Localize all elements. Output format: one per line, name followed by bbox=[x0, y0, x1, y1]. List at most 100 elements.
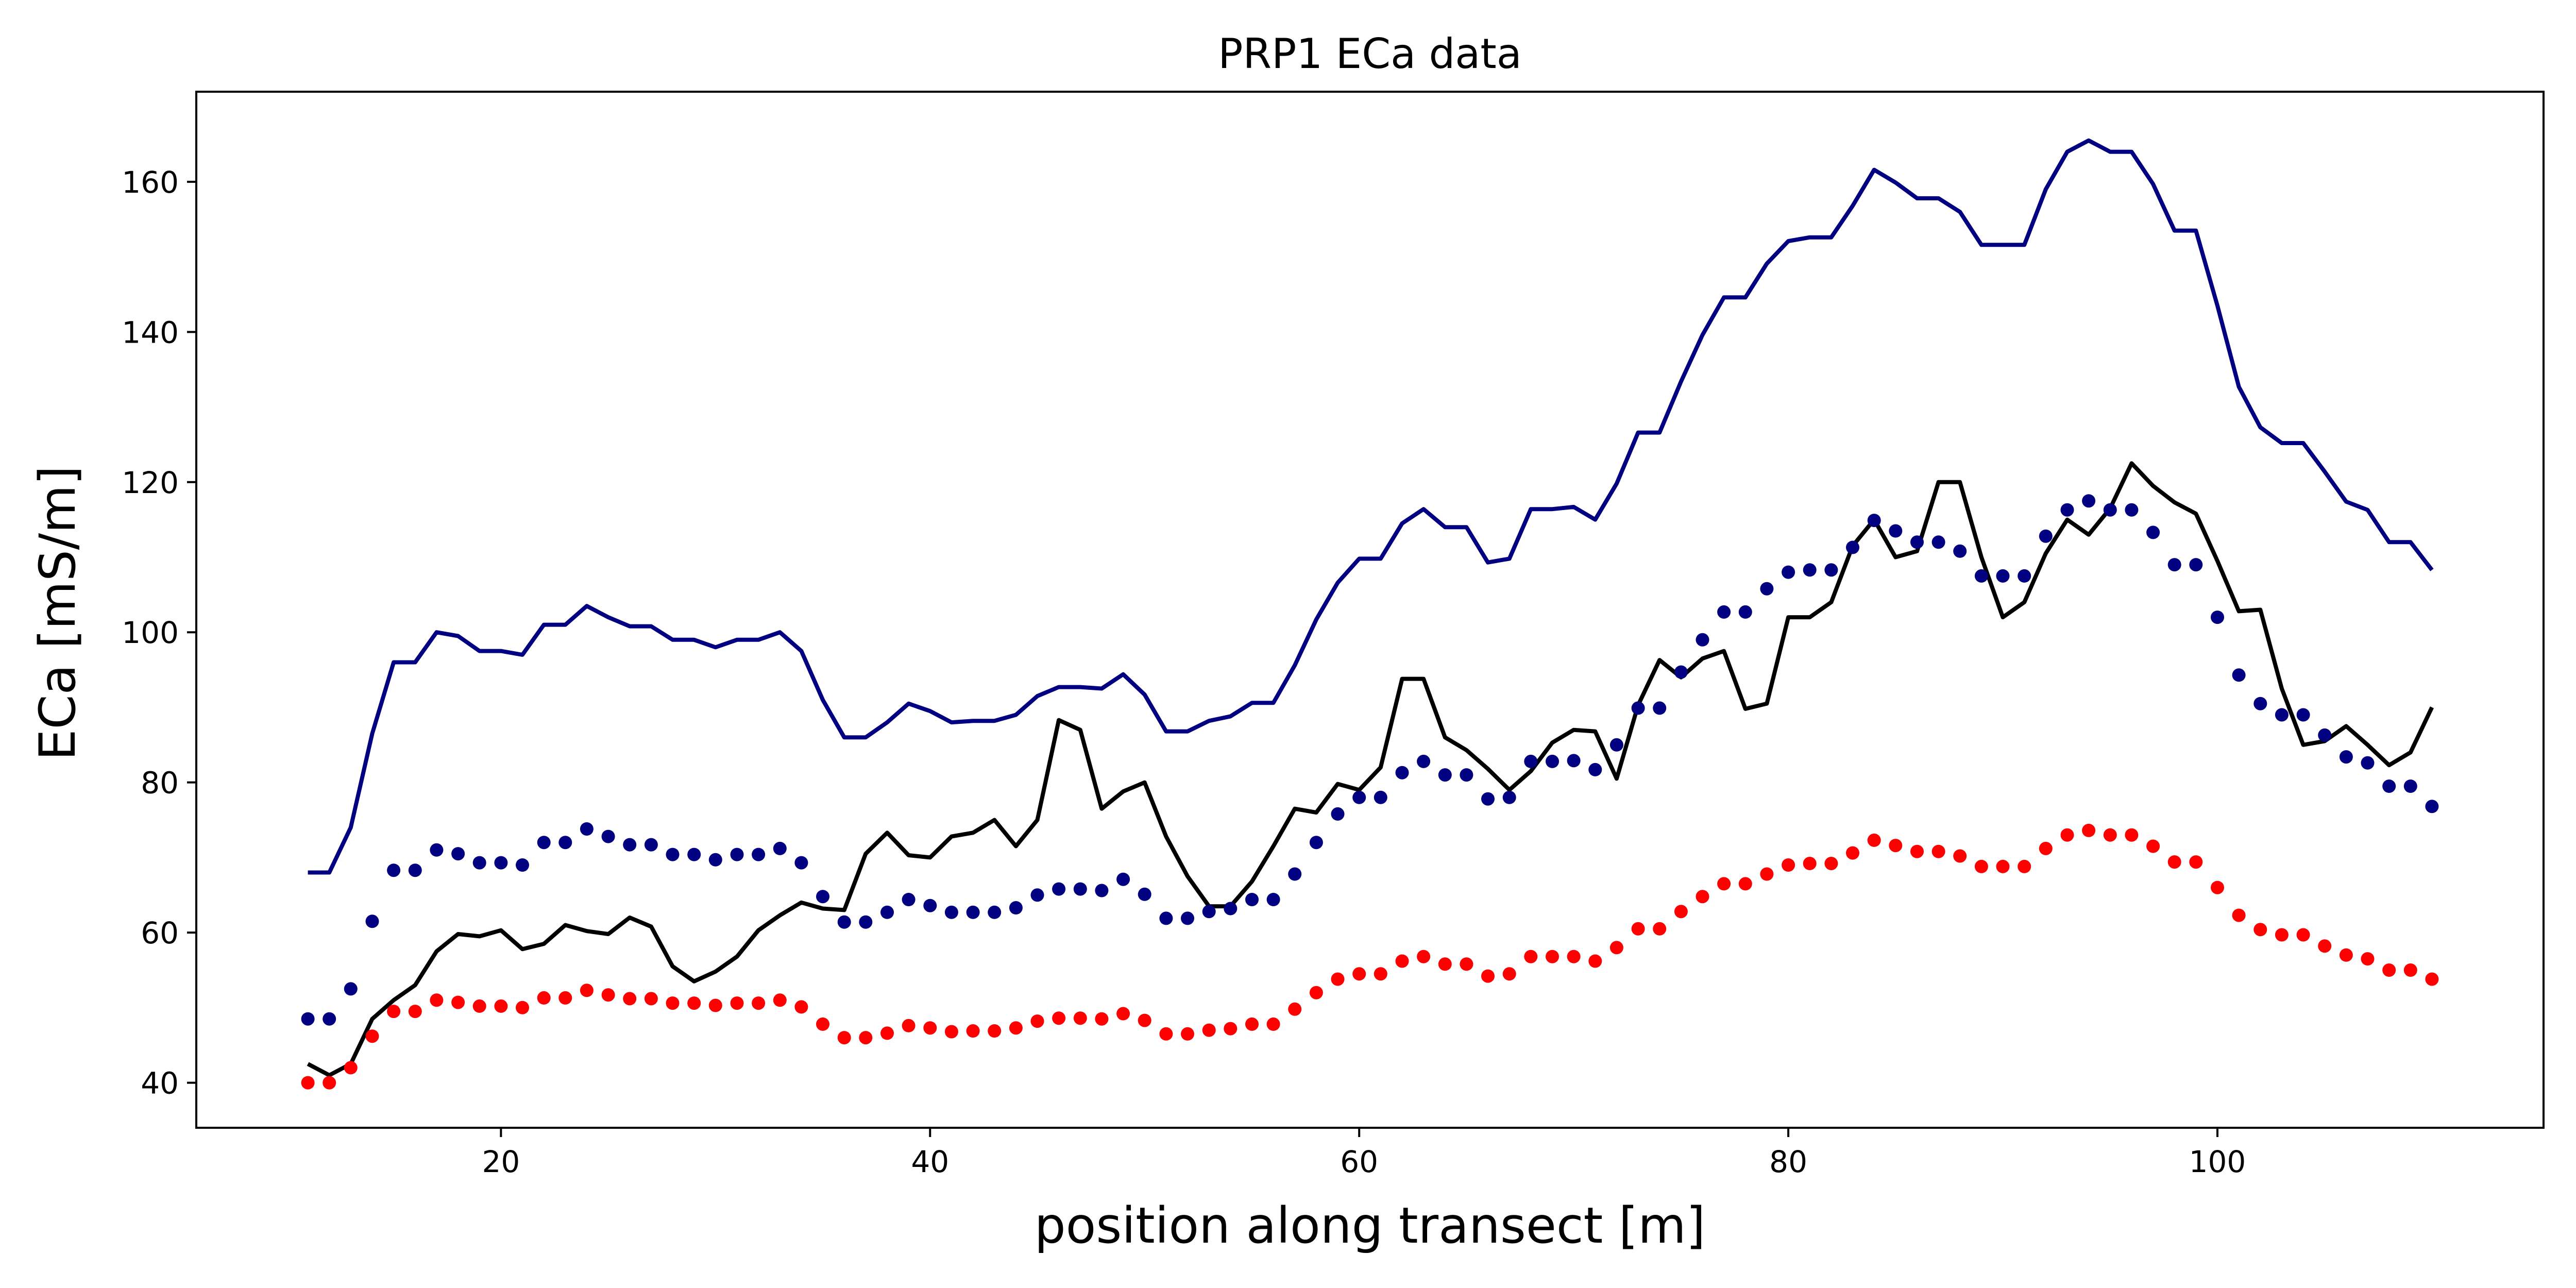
data-point bbox=[1374, 790, 1387, 804]
data-point bbox=[516, 1001, 529, 1014]
data-point bbox=[580, 822, 594, 836]
data-point bbox=[2253, 923, 2267, 937]
data-point bbox=[1867, 514, 1881, 528]
data-point bbox=[2361, 756, 2375, 770]
data-point bbox=[2361, 952, 2375, 966]
data-point bbox=[1889, 839, 1903, 853]
data-point bbox=[1009, 901, 1023, 914]
data-point bbox=[1910, 844, 1924, 858]
data-point bbox=[1653, 701, 1667, 715]
y-axis-label: ECa [mS/m] bbox=[29, 466, 87, 760]
data-point bbox=[1352, 967, 1366, 981]
plot-frame bbox=[195, 91, 2545, 1129]
data-point bbox=[880, 905, 894, 919]
data-point bbox=[2018, 569, 2031, 583]
data-point bbox=[2232, 668, 2246, 682]
data-point bbox=[1481, 969, 1495, 983]
data-point bbox=[1717, 605, 1731, 619]
data-point bbox=[2403, 963, 2417, 977]
data-point bbox=[1438, 957, 1452, 971]
data-point bbox=[1524, 754, 1538, 768]
data-point bbox=[1159, 1027, 1173, 1041]
data-point bbox=[1052, 882, 1066, 896]
data-point bbox=[1782, 565, 1795, 579]
x-tick-label: 80 bbox=[1769, 1144, 1807, 1179]
data-point bbox=[301, 1012, 315, 1026]
data-point bbox=[1073, 882, 1087, 896]
data-point bbox=[1116, 872, 1130, 886]
data-point bbox=[2167, 558, 2181, 572]
data-point bbox=[1760, 582, 1774, 596]
data-point bbox=[1095, 884, 1109, 897]
data-point bbox=[2039, 841, 2053, 855]
data-point bbox=[1674, 665, 1688, 679]
data-point bbox=[2403, 779, 2417, 793]
data-point bbox=[1738, 877, 1752, 891]
data-point bbox=[537, 991, 551, 1005]
data-point bbox=[1009, 1021, 1023, 1035]
data-point bbox=[2296, 708, 2310, 722]
data-point bbox=[859, 915, 873, 929]
data-point bbox=[1352, 790, 1366, 804]
data-point bbox=[408, 1005, 422, 1019]
y-tick-label: 120 bbox=[122, 465, 179, 500]
data-point bbox=[1138, 887, 1151, 901]
data-point bbox=[1803, 857, 1817, 870]
data-point bbox=[923, 1021, 937, 1035]
data-point bbox=[430, 843, 444, 857]
data-point bbox=[1803, 563, 1817, 577]
y-tick-label: 40 bbox=[141, 1066, 179, 1101]
data-point bbox=[558, 991, 572, 1005]
data-point bbox=[1288, 867, 1302, 881]
data-point bbox=[2060, 503, 2074, 517]
data-point bbox=[323, 1076, 336, 1090]
y-tick-label: 60 bbox=[141, 916, 179, 951]
data-point bbox=[944, 905, 958, 919]
data-point bbox=[816, 890, 829, 904]
data-point bbox=[944, 1025, 958, 1039]
data-point bbox=[623, 838, 637, 852]
data-point bbox=[1245, 893, 1259, 906]
data-point bbox=[1738, 605, 1752, 619]
data-point bbox=[2275, 928, 2289, 942]
data-point bbox=[580, 984, 594, 997]
data-point bbox=[1588, 954, 1602, 968]
x-tick-label: 60 bbox=[1340, 1144, 1378, 1179]
data-point bbox=[1631, 701, 1645, 715]
data-point bbox=[2318, 728, 2332, 742]
data-point bbox=[1846, 540, 1859, 554]
data-point bbox=[2189, 558, 2203, 572]
data-point bbox=[2018, 859, 2031, 873]
data-point bbox=[2060, 828, 2074, 842]
data-point bbox=[1202, 1023, 1216, 1037]
series-2 bbox=[307, 461, 2434, 1077]
series-line bbox=[308, 138, 2434, 875]
data-point bbox=[1653, 922, 1667, 936]
data-point bbox=[816, 1017, 829, 1031]
data-point bbox=[451, 995, 465, 1009]
data-point bbox=[923, 899, 937, 912]
data-point bbox=[1030, 1014, 1044, 1028]
chart-title: PRP1 ECa data bbox=[1218, 30, 1521, 78]
series-1 bbox=[308, 138, 2434, 875]
data-point bbox=[752, 848, 766, 861]
data-point bbox=[1824, 563, 1838, 577]
data-point bbox=[687, 996, 701, 1010]
data-point bbox=[880, 1026, 894, 1040]
data-point bbox=[1245, 1017, 1259, 1031]
data-point bbox=[1996, 569, 2010, 583]
axis-ticks: 20 40 60 80 100 40 60 80 100 120 140 160 bbox=[122, 165, 2246, 1179]
data-point bbox=[1460, 768, 1473, 782]
data-point bbox=[1073, 1011, 1087, 1025]
data-point bbox=[1331, 807, 1345, 821]
y-tick-label: 160 bbox=[122, 165, 179, 200]
data-point bbox=[1609, 738, 1623, 752]
data-point bbox=[1674, 905, 1688, 919]
data-point bbox=[1696, 890, 1709, 904]
data-point bbox=[666, 848, 680, 861]
data-point bbox=[2125, 828, 2139, 842]
data-point bbox=[1717, 877, 1731, 891]
data-point bbox=[323, 1012, 336, 1026]
data-point bbox=[1395, 766, 1409, 779]
